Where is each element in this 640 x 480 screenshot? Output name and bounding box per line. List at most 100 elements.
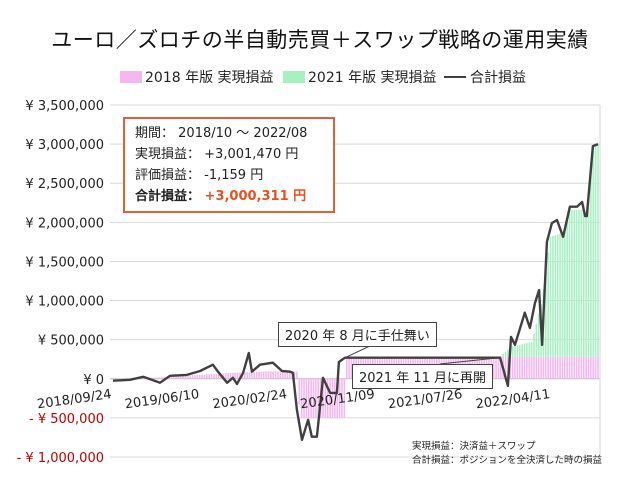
bar-2018 (232, 372, 234, 379)
bar-2021 (580, 209, 583, 357)
bar-2018 (575, 356, 578, 379)
bar-2018 (217, 373, 220, 379)
bar-2018 (497, 356, 500, 379)
bar-2018 (236, 372, 239, 379)
bar-2018 (334, 378, 336, 418)
bar-2018 (518, 356, 521, 379)
bar-2018 (298, 378, 301, 405)
bar-2021 (528, 342, 531, 357)
bar-2018 (582, 356, 585, 379)
bar-2021 (502, 354, 504, 357)
bar-2018 (343, 378, 346, 418)
bar-2018 (317, 378, 320, 418)
bar-2018 (243, 372, 246, 379)
total-value: +3,000,311 円 (204, 189, 307, 204)
realized-row: 実現損益： +3,001,470 円 (135, 144, 333, 165)
bar-2021 (564, 227, 566, 357)
bar-2021 (571, 209, 573, 357)
bar-2018 (504, 356, 507, 379)
bar-2018 (561, 356, 564, 379)
bar-2018 (573, 356, 576, 379)
bar-2018 (307, 378, 310, 418)
bar-2021 (559, 233, 561, 357)
annotation-close-leader (344, 344, 373, 359)
legend-label-2018: 2018 年版 実現損益 (145, 70, 274, 86)
bar-2018 (305, 378, 308, 418)
bar-2018 (191, 375, 194, 379)
bar-2018 (255, 371, 258, 379)
bar-2018 (341, 378, 343, 418)
bar-2018 (336, 378, 339, 418)
y-tick-label: ¥ 2,500,000 (25, 177, 104, 192)
bar-2018 (270, 371, 272, 379)
bar-2021 (573, 209, 576, 357)
bar-2018 (160, 377, 163, 379)
bar-2018 (549, 356, 552, 379)
bar-2018 (312, 378, 315, 418)
bar-2018 (201, 374, 203, 379)
bar-2018 (535, 356, 538, 379)
bar-2018 (151, 377, 154, 379)
bar-2018 (258, 371, 260, 379)
x-tick-label: 2021/07/26 (387, 387, 463, 412)
bar-2021 (535, 323, 538, 357)
bar-2018 (158, 377, 161, 379)
bar-2018 (345, 356, 348, 379)
bar-2021 (556, 234, 559, 357)
bar-2018 (511, 356, 514, 379)
bar-2018 (592, 356, 595, 379)
bar-2021 (521, 344, 523, 357)
total-label: 合計損益： (135, 189, 201, 204)
period-value: 2018/10 ～ 2022/08 (178, 126, 308, 141)
bar-2018 (187, 375, 189, 379)
legend-swatch-2021 (283, 71, 305, 83)
bar-2018 (281, 371, 284, 379)
bar-2018 (182, 376, 184, 379)
bar-2018 (329, 378, 331, 418)
realized-label: 実現損益： (135, 147, 201, 162)
bar-2018 (267, 371, 270, 379)
y-tick-label: ¥ 1,000,000 (25, 295, 104, 310)
bar-2018 (540, 356, 542, 379)
bar-2018 (196, 375, 199, 379)
bar-2018 (229, 372, 232, 379)
bar-2018 (210, 374, 213, 379)
bar-2021 (500, 356, 502, 357)
bar-2021 (545, 270, 547, 357)
bar-2018 (530, 356, 533, 379)
annotation-close: 2020 年 8 月に手仕舞い (278, 322, 437, 347)
x-tick-label: 2022/04/11 (475, 387, 551, 412)
bar-2018 (580, 356, 583, 379)
bar-2018 (509, 356, 512, 379)
bar-2018 (523, 356, 526, 379)
bar-2018 (177, 376, 180, 379)
bar-2018 (251, 371, 253, 379)
bar-2021 (523, 343, 526, 357)
bar-2018 (495, 356, 497, 379)
bar-2018 (303, 378, 305, 418)
y-tick-label: ¥ 2,000,000 (25, 216, 104, 231)
bar-2021 (590, 170, 592, 357)
summary-box: 期間： 2018/10 ～ 2022/08 実現損益： +3,001,470 円… (123, 117, 335, 213)
bar-2018 (322, 378, 324, 418)
bar-2018 (556, 356, 559, 379)
bar-2021 (547, 252, 550, 357)
x-tick-label: 2020/02/24 (212, 387, 288, 412)
bar-2018 (265, 371, 267, 379)
x-tick-label: 2019/06/10 (124, 387, 200, 412)
bar-2018 (348, 356, 350, 379)
bar-2018 (224, 373, 227, 379)
bar-2018 (296, 371, 298, 379)
bar-2021 (504, 351, 507, 357)
bar-2018 (331, 378, 334, 418)
bar-2021 (585, 215, 587, 357)
bar-2018 (516, 356, 519, 379)
bar-2018 (521, 356, 523, 379)
bar-2018 (175, 376, 177, 379)
bar-2021 (578, 209, 580, 357)
bar-2021 (511, 346, 514, 357)
realized-value: +3,001,470 円 (204, 147, 299, 162)
bar-2018 (227, 373, 229, 379)
bar-2018 (246, 372, 248, 379)
bar-2018 (208, 374, 210, 379)
